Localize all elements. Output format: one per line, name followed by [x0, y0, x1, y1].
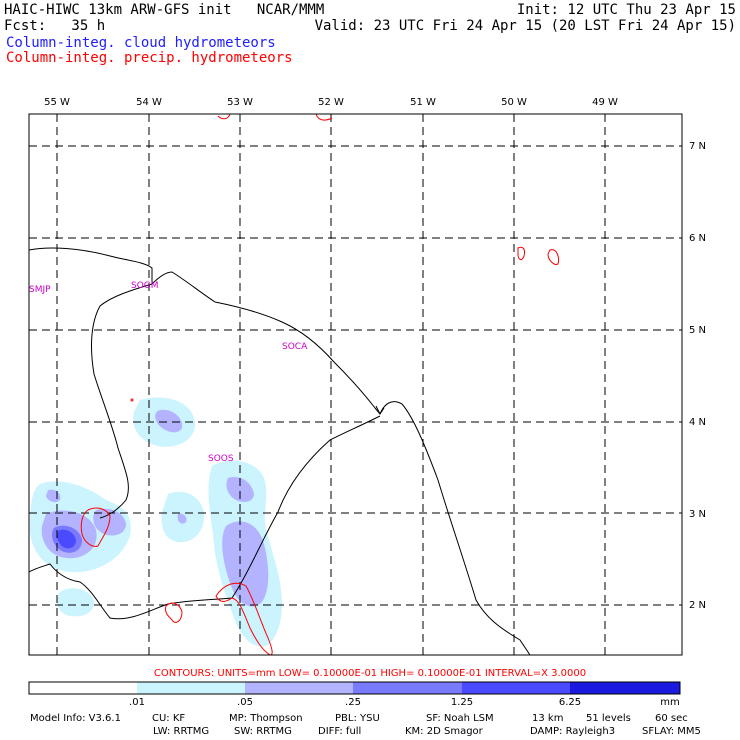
colorbar-tick: 6.25: [559, 697, 581, 708]
model-info: Model Info: V3.6.1 CU: KF MP: Thompson P…: [30, 713, 701, 737]
lon-label: 53 W: [227, 97, 253, 108]
colorbar-tick: .01: [129, 697, 145, 708]
lat-label: 4 N: [689, 417, 706, 428]
lon-label: 50 W: [501, 97, 527, 108]
init-time: Init: 12 UTC Thu 23 Apr 15: [516, 2, 736, 18]
model-info-item: CU: KF: [152, 713, 185, 724]
colorbar-tick: .05: [237, 697, 253, 708]
station-label: SOOS: [208, 454, 234, 464]
model-title: HAIC-HIWC 13km ARW-GFS init NCAR/MMM: [4, 2, 325, 18]
model-info-item: PBL: YSU: [335, 713, 380, 724]
model-info-item: LW: RRTMG: [153, 726, 209, 737]
station-label: SOGM: [131, 281, 159, 291]
colorbar-bin: [245, 682, 353, 694]
colorbar-unit: mm: [660, 697, 679, 708]
forecast-hour: Fcst: 35 h: [4, 18, 106, 34]
model-info-item: SF: Noah LSM: [426, 713, 494, 724]
lat-label: 5 N: [689, 325, 706, 336]
model-info-item: 13 km: [532, 713, 563, 724]
lat-label: 3 N: [689, 509, 706, 520]
model-info-item: Model Info: V3.6.1: [30, 713, 121, 724]
model-info-item: MP: Thompson: [229, 713, 303, 724]
colorbar-bin: [353, 682, 462, 694]
lon-label: 52 W: [318, 97, 344, 108]
colorbar: .01 .05 .25 1.25 6.25 mm: [28, 681, 681, 708]
precip-contours: [80, 114, 559, 655]
colorbar-bin: [137, 682, 245, 694]
model-info-item: DAMP: Rayleigh3: [530, 726, 615, 737]
lon-label: 49 W: [592, 97, 618, 108]
model-info-item: 51 levels: [586, 713, 631, 724]
model-info-item: DIFF: full: [318, 726, 361, 737]
model-info-item: SW: RRTMG: [234, 726, 292, 737]
lat-lon-grid: [29, 114, 682, 655]
field-label-cloud: Column-integ. cloud hydrometeors: [6, 35, 276, 51]
lat-label: 6 N: [689, 233, 706, 244]
model-info-item: SFLAY: MM5: [642, 726, 701, 737]
colorbar-tick: 1.25: [451, 697, 473, 708]
field-label-precip: Column-integ. precip. hydrometeors: [6, 50, 293, 66]
coastlines: [29, 247, 531, 655]
lon-label: 51 W: [410, 97, 436, 108]
colorbar-bin: [570, 682, 680, 694]
cloud-shading: [30, 397, 282, 647]
map-frame: [28, 113, 683, 656]
contour-info: CONTOURS: UNITS=mm LOW= 0.10000E-01 HIGH…: [154, 668, 586, 679]
model-info-item: KM: 2D Smagor: [405, 726, 484, 737]
station-label: SOCA: [282, 342, 308, 352]
lon-label: 55 W: [44, 97, 70, 108]
valid-time: Valid: 23 UTC Fri 24 Apr 15 (20 LST Fri …: [314, 18, 736, 34]
station-label: SMJP: [29, 285, 51, 295]
station-labels: SMJP SOGM SOCA SOOS: [29, 281, 308, 464]
lon-label: 54 W: [136, 97, 162, 108]
model-info-item: 60 sec: [655, 713, 688, 724]
lat-label: 7 N: [689, 141, 706, 152]
lat-label: 2 N: [689, 600, 706, 611]
colorbar-bin: [29, 682, 137, 694]
colorbar-bin: [462, 682, 570, 694]
colorbar-tick: .25: [345, 697, 361, 708]
